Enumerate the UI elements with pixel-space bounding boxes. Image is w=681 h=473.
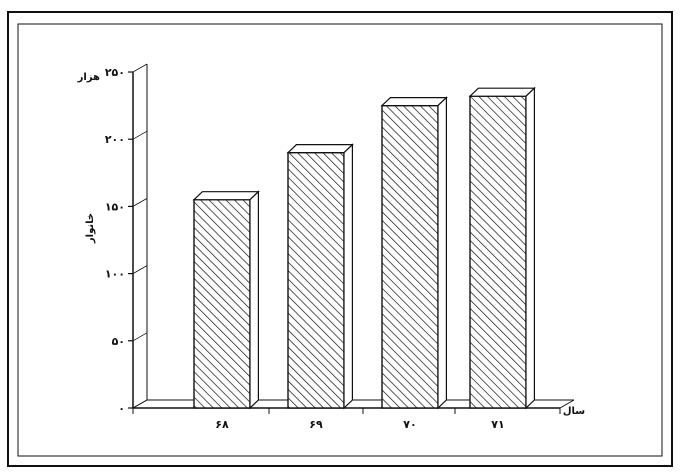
x-tick-label: ۶۹ bbox=[309, 418, 323, 431]
y-tick-label: ۱۰۰ bbox=[105, 268, 125, 281]
bars-layer bbox=[192, 86, 536, 410]
floor-right-edge bbox=[559, 399, 575, 409]
labels-layer: ۰ ۵۰ ۱۰۰ ۱۵۰ ۲۰۰ ۲۵۰ ۶۸ ۶۹ ۷۰ ۷۱ bbox=[105, 66, 505, 431]
bar-top bbox=[192, 191, 260, 201]
bar-side bbox=[525, 86, 536, 410]
y-tick-depth bbox=[132, 198, 148, 207]
bar-top bbox=[286, 144, 354, 154]
bar bbox=[193, 198, 251, 409]
x-tick-label: ۷۰ bbox=[403, 418, 416, 431]
y-tick-label: ۰ bbox=[118, 402, 125, 415]
bar-top bbox=[380, 96, 448, 107]
bar bbox=[381, 104, 439, 409]
y-tick-depth bbox=[132, 63, 148, 73]
outer-frame bbox=[7, 11, 673, 467]
bar-side bbox=[343, 143, 353, 410]
y-axis-label: خانوار bbox=[85, 213, 96, 244]
bar bbox=[287, 151, 345, 409]
bar-side bbox=[249, 190, 259, 410]
y-tick-depth bbox=[132, 399, 148, 409]
bar-side bbox=[437, 96, 447, 410]
x-tick-label: ۶۸ bbox=[215, 418, 229, 431]
y-tick-label: ۵۰ bbox=[112, 335, 125, 348]
bar bbox=[469, 95, 527, 409]
y-tick-label: ۲۵۰ bbox=[105, 66, 125, 79]
y-tick-depth bbox=[132, 332, 148, 342]
x-axis-label: سال bbox=[563, 406, 585, 417]
y-unit-label: هزار bbox=[77, 72, 100, 83]
bar-top bbox=[468, 87, 536, 97]
y-tick-depth bbox=[132, 265, 148, 274]
y-tick-label: ۲۰۰ bbox=[105, 133, 125, 146]
y-tick-label: ۱۵۰ bbox=[105, 200, 125, 213]
y-tick-depth bbox=[132, 130, 148, 140]
inner-frame bbox=[17, 23, 663, 457]
x-tick-label: ۷۱ bbox=[491, 418, 504, 431]
